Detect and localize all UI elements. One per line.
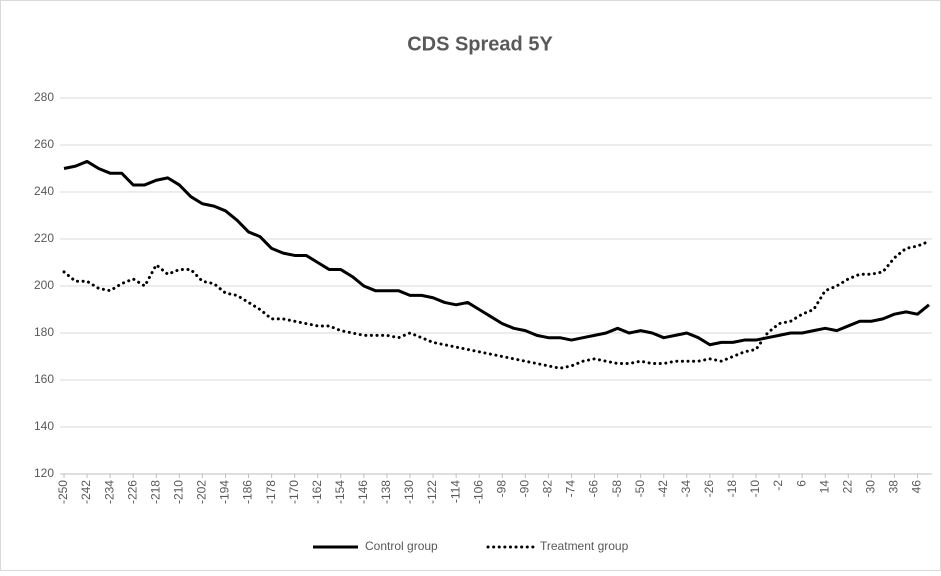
x-tick-label: -146 bbox=[356, 480, 370, 504]
x-tick-label: -2 bbox=[771, 480, 785, 491]
x-tick-label: -130 bbox=[402, 480, 416, 504]
series-line bbox=[62, 239, 931, 370]
x-tick-label: -26 bbox=[702, 480, 716, 498]
x-tick-label: 22 bbox=[840, 480, 854, 494]
x-tick-label: -226 bbox=[125, 480, 139, 504]
y-tick-label: 220 bbox=[34, 231, 54, 245]
x-tick-label: -194 bbox=[218, 480, 232, 504]
x-tick-label: -186 bbox=[241, 480, 255, 504]
x-tick-label: -50 bbox=[633, 480, 647, 498]
x-tick-label: -202 bbox=[195, 480, 209, 504]
x-tick-label: -58 bbox=[610, 480, 624, 498]
x-tick-label: 14 bbox=[817, 480, 831, 494]
y-tick-label: 280 bbox=[34, 90, 54, 104]
series-line bbox=[63, 159, 930, 347]
x-tick-label: -66 bbox=[587, 480, 601, 498]
x-tick-label: -98 bbox=[494, 480, 508, 498]
y-tick-label: 140 bbox=[34, 419, 54, 433]
x-tick-label: -234 bbox=[102, 480, 116, 504]
x-tick-label: -10 bbox=[748, 480, 762, 498]
x-tick-label: 30 bbox=[864, 480, 878, 494]
x-tick-label: -162 bbox=[310, 480, 324, 504]
x-tick-label: -170 bbox=[287, 480, 301, 504]
x-tick-label: -90 bbox=[518, 480, 532, 498]
y-tick-label: 120 bbox=[34, 466, 54, 480]
x-tick-label: -210 bbox=[172, 480, 186, 504]
x-tick-label: -250 bbox=[56, 480, 70, 504]
x-tick-label: -82 bbox=[541, 480, 555, 498]
legend-label: Control group bbox=[365, 539, 438, 553]
y-tick-label: 160 bbox=[34, 372, 54, 386]
x-tick-label: 6 bbox=[794, 480, 808, 487]
x-tick-label: -218 bbox=[148, 480, 162, 504]
x-tick-label: -106 bbox=[471, 480, 485, 504]
y-tick-label: 200 bbox=[34, 278, 54, 292]
x-tick-label: -74 bbox=[564, 480, 578, 498]
x-tick-label: -154 bbox=[333, 480, 347, 504]
chart-title: CDS Spread 5Y bbox=[407, 33, 553, 55]
x-tick-label: -138 bbox=[379, 480, 393, 504]
x-tick-label: -42 bbox=[656, 480, 670, 498]
y-tick-label: 240 bbox=[34, 184, 54, 198]
x-tick-label: -242 bbox=[79, 480, 93, 504]
x-tick-label: -122 bbox=[425, 480, 439, 504]
x-tick-label: -18 bbox=[725, 480, 739, 498]
x-tick-label: -178 bbox=[264, 480, 278, 504]
x-tick-label: -114 bbox=[448, 480, 462, 503]
x-tick-label: -34 bbox=[679, 480, 693, 498]
y-tick-label: 180 bbox=[34, 325, 54, 339]
x-tick-label: 46 bbox=[910, 480, 924, 494]
legend-label: Treatment group bbox=[540, 539, 629, 553]
y-tick-label: 260 bbox=[34, 137, 54, 151]
x-tick-label: 38 bbox=[887, 480, 901, 494]
